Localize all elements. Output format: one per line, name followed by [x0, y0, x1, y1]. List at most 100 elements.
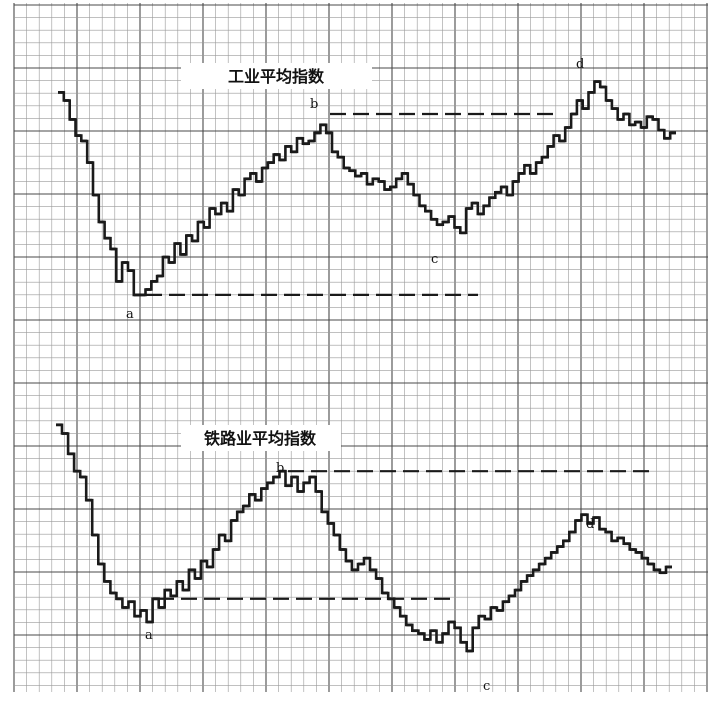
- data-point: [454, 626, 461, 630]
- data-point: [436, 640, 443, 644]
- data-point: [343, 166, 350, 170]
- data-point: [285, 145, 292, 148]
- data-point: [623, 542, 630, 546]
- data-point: [291, 150, 297, 154]
- data-point: [273, 153, 280, 156]
- data-point: [390, 185, 397, 189]
- data-point: [361, 172, 367, 175]
- data-point: [170, 594, 177, 598]
- data-point: [425, 209, 432, 213]
- data-point: [575, 519, 582, 522]
- data-point: [231, 519, 238, 522]
- data-point: [238, 193, 245, 197]
- data-point: [333, 533, 340, 537]
- data-point: [388, 597, 395, 601]
- data-point: [378, 180, 385, 183]
- data-point: [406, 623, 413, 627]
- data-point: [437, 223, 443, 227]
- data-point: [176, 580, 183, 583]
- data-point: [249, 493, 256, 496]
- railroad-label-b: b: [276, 461, 284, 476]
- data-point: [244, 177, 251, 181]
- data-point: [402, 172, 408, 175]
- data-point: [80, 475, 87, 479]
- data-point: [87, 161, 93, 164]
- data-point: [58, 91, 64, 94]
- data-point: [524, 163, 531, 167]
- data-point: [75, 134, 82, 137]
- data-point: [658, 128, 665, 132]
- data-point: [188, 568, 195, 572]
- data-point: [186, 234, 193, 237]
- data-point: [133, 293, 140, 297]
- data-point: [285, 484, 292, 488]
- data-point: [104, 236, 111, 240]
- data-point: [664, 136, 671, 140]
- data-point: [98, 562, 105, 566]
- data-point: [267, 481, 274, 485]
- data-point: [454, 226, 461, 229]
- data-point: [541, 155, 548, 159]
- railroad-reference-lines: [158, 470, 655, 600]
- data-point: [477, 212, 484, 216]
- data-point: [209, 207, 216, 210]
- data-point: [670, 131, 676, 135]
- data-point: [394, 606, 401, 609]
- data-point: [207, 565, 213, 569]
- data-point: [545, 556, 552, 560]
- data-point: [600, 85, 606, 89]
- data-point: [309, 475, 316, 479]
- data-point: [617, 118, 624, 121]
- data-point: [569, 530, 576, 534]
- data-point: [582, 107, 589, 110]
- data-point: [345, 559, 352, 563]
- data-point: [424, 638, 431, 641]
- railroad-label-c: c: [483, 679, 490, 694]
- data-point: [521, 580, 527, 583]
- data-point: [128, 600, 135, 604]
- data-point: [314, 131, 321, 135]
- industrial-label-b: b: [310, 97, 318, 112]
- data-point: [139, 293, 146, 297]
- data-point: [629, 548, 636, 551]
- data-point: [267, 161, 274, 164]
- data-point: [321, 510, 328, 514]
- data-point: [471, 201, 478, 205]
- data-point: [145, 288, 152, 291]
- data-point: [536, 161, 542, 164]
- data-point: [413, 193, 420, 197]
- data-point: [653, 568, 660, 572]
- data-point: [128, 269, 134, 272]
- railroad-label-d: d: [586, 517, 594, 532]
- data-point: [419, 204, 426, 208]
- data-point: [110, 247, 117, 251]
- data-point: [134, 614, 141, 618]
- data-point: [116, 597, 123, 601]
- data-point: [576, 99, 583, 102]
- data-point: [157, 274, 163, 278]
- data-point: [56, 423, 62, 427]
- data-point: [508, 594, 515, 598]
- industrial-label-a: a: [126, 307, 134, 322]
- data-point: [646, 115, 653, 119]
- data-point: [332, 150, 338, 154]
- railroad-title: 铁路业平均指数: [204, 429, 317, 448]
- data-point: [641, 556, 648, 560]
- railroad-series: [56, 423, 672, 653]
- data-point: [110, 591, 117, 595]
- data-point: [164, 588, 171, 592]
- data-point: [122, 606, 129, 609]
- data-point: [659, 571, 666, 575]
- data-point: [320, 123, 327, 127]
- data-point: [400, 614, 407, 618]
- data-point: [168, 261, 175, 264]
- data-point: [506, 193, 513, 197]
- data-point: [635, 120, 641, 124]
- data-point: [351, 568, 358, 572]
- data-point: [530, 172, 536, 175]
- data-point: [515, 588, 521, 592]
- data-point: [364, 556, 370, 560]
- data-point: [355, 174, 362, 178]
- data-point: [563, 539, 570, 543]
- data-point: [635, 551, 642, 554]
